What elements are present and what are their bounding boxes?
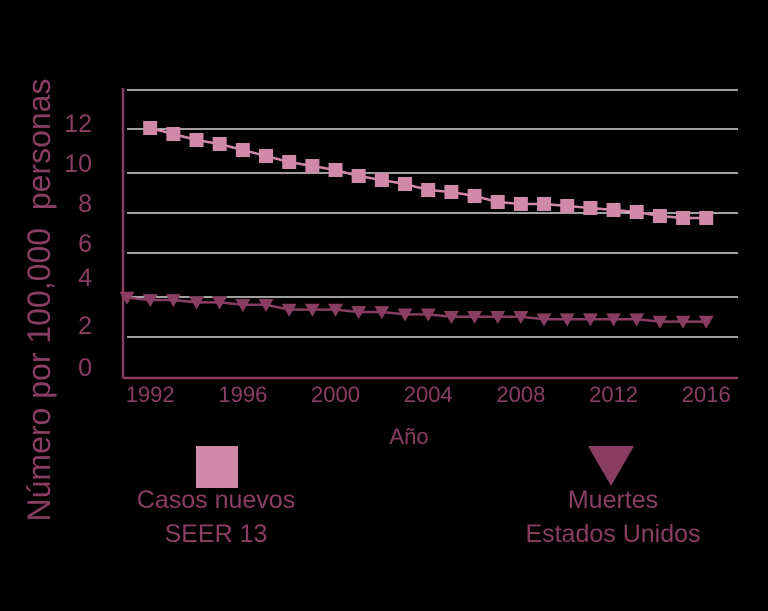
data-point-deaths [675, 315, 691, 329]
data-point-deaths [235, 298, 251, 312]
data-point-new-cases [699, 211, 714, 225]
x-tick-label: 1992 [126, 382, 175, 407]
data-point-new-cases [537, 197, 552, 211]
data-point-new-cases [513, 197, 528, 211]
data-point-new-cases [398, 177, 413, 191]
legend-deaths-label-line2: Estados Unidos [525, 520, 700, 548]
data-point-deaths [513, 310, 529, 324]
data-point-new-cases [676, 211, 691, 225]
data-point-deaths [351, 306, 367, 320]
x-tick-label: 1996 [218, 382, 267, 407]
data-point-deaths [165, 294, 181, 308]
data-point-deaths [652, 315, 668, 329]
y-tick-label: 4 [78, 264, 92, 292]
data-point-deaths [212, 296, 228, 310]
data-point-deaths [420, 308, 436, 322]
data-point-deaths [374, 306, 390, 320]
data-point-deaths [467, 310, 483, 324]
data-point-deaths [397, 308, 413, 322]
series-layer [119, 121, 714, 329]
data-point-new-cases [328, 163, 343, 177]
data-point-new-cases [652, 209, 667, 223]
data-point-new-cases [282, 155, 297, 169]
data-point-deaths [119, 291, 135, 305]
y-tick-label: 8 [78, 190, 92, 218]
grid-lines [127, 89, 738, 379]
data-point-new-cases [583, 201, 598, 215]
data-point-new-cases [421, 183, 436, 197]
y-tick-label: 12 [64, 110, 92, 138]
data-point-new-cases [305, 159, 320, 173]
y-tick-label: 0 [78, 354, 92, 382]
data-point-deaths [281, 303, 297, 317]
legend-deaths-triangle-icon [588, 446, 634, 486]
data-point-deaths [490, 310, 506, 324]
data-point-deaths [536, 313, 552, 327]
data-point-deaths [304, 303, 320, 317]
x-axis-title: Año [389, 424, 428, 449]
x-tick-label: 2004 [404, 382, 453, 407]
data-point-deaths [629, 313, 645, 327]
data-point-new-cases [143, 121, 158, 135]
y-axis-title: Número por 100,000 personas [21, 79, 57, 522]
data-point-new-cases [444, 185, 459, 199]
data-point-new-cases [351, 169, 366, 183]
data-point-new-cases [629, 205, 644, 219]
data-point-new-cases [560, 199, 575, 213]
x-tick-label: 2016 [682, 382, 731, 407]
y-tick-label: 10 [64, 150, 92, 178]
series-line-deaths [126, 296, 707, 323]
data-point-deaths [258, 298, 274, 312]
data-point-new-cases [212, 137, 227, 151]
y-tick-label: 2 [78, 312, 92, 340]
data-point-new-cases [374, 173, 389, 187]
legend-new-cases-label-line1: Casos nuevos [137, 486, 295, 514]
data-point-new-cases [189, 133, 204, 147]
legend-new-cases-label-line2: SEER 13 [165, 520, 268, 548]
data-point-deaths [606, 313, 622, 327]
axes [121, 88, 738, 380]
data-point-new-cases [467, 189, 482, 203]
data-point-new-cases [490, 195, 505, 209]
data-point-deaths [189, 296, 205, 310]
data-point-new-cases [235, 143, 250, 157]
x-tick-label: 2000 [311, 382, 360, 407]
data-point-deaths [559, 313, 575, 327]
x-tick-label: 2008 [496, 382, 545, 407]
x-tick-label: 2012 [589, 382, 638, 407]
data-point-deaths [328, 303, 344, 317]
data-point-deaths [582, 313, 598, 327]
data-point-deaths [142, 294, 158, 308]
data-point-deaths [443, 310, 459, 324]
data-point-new-cases [259, 149, 274, 163]
data-point-new-cases [166, 127, 181, 141]
y-tick-label: 6 [78, 230, 92, 258]
data-point-deaths [698, 315, 714, 329]
legend-new-cases-square-icon [196, 446, 238, 488]
legend-deaths-label-line1: Muertes [568, 486, 658, 514]
tick-labels: 0 2 4 6 8 10 12 1992 1996 2000 2004 2008 2012 2016 [64, 110, 731, 407]
data-point-new-cases [606, 203, 621, 217]
